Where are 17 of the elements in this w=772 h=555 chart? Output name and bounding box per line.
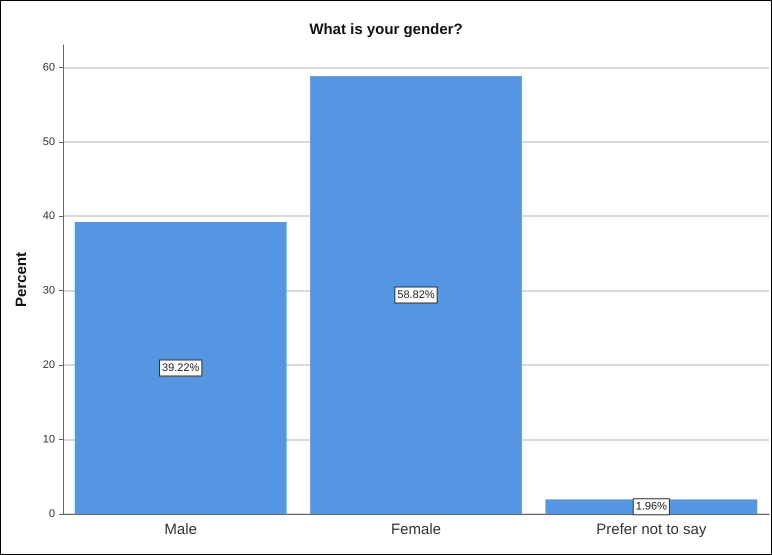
bar: [310, 76, 522, 514]
data-label: 1.96%: [636, 500, 668, 513]
y-tick-label: 20: [42, 359, 55, 372]
x-tick-label: Female: [390, 521, 442, 538]
x-tick-label: Prefer not to say: [596, 521, 707, 538]
y-tick-label: 50: [42, 136, 55, 148]
y-tick-label: 10: [42, 434, 55, 446]
y-tick-label: 60: [42, 61, 55, 74]
bar: [74, 222, 287, 514]
y-axis-title: Percent: [13, 252, 30, 308]
x-tick-label: Male: [164, 521, 197, 538]
data-label: 58.82%: [397, 289, 435, 302]
y-tick-label: 0: [48, 508, 55, 520]
chart-title: What is your gender?: [309, 21, 463, 38]
data-label: 39.22%: [162, 362, 200, 374]
y-tick-label: 30: [42, 284, 55, 297]
y-tick-label: 40: [42, 210, 55, 222]
